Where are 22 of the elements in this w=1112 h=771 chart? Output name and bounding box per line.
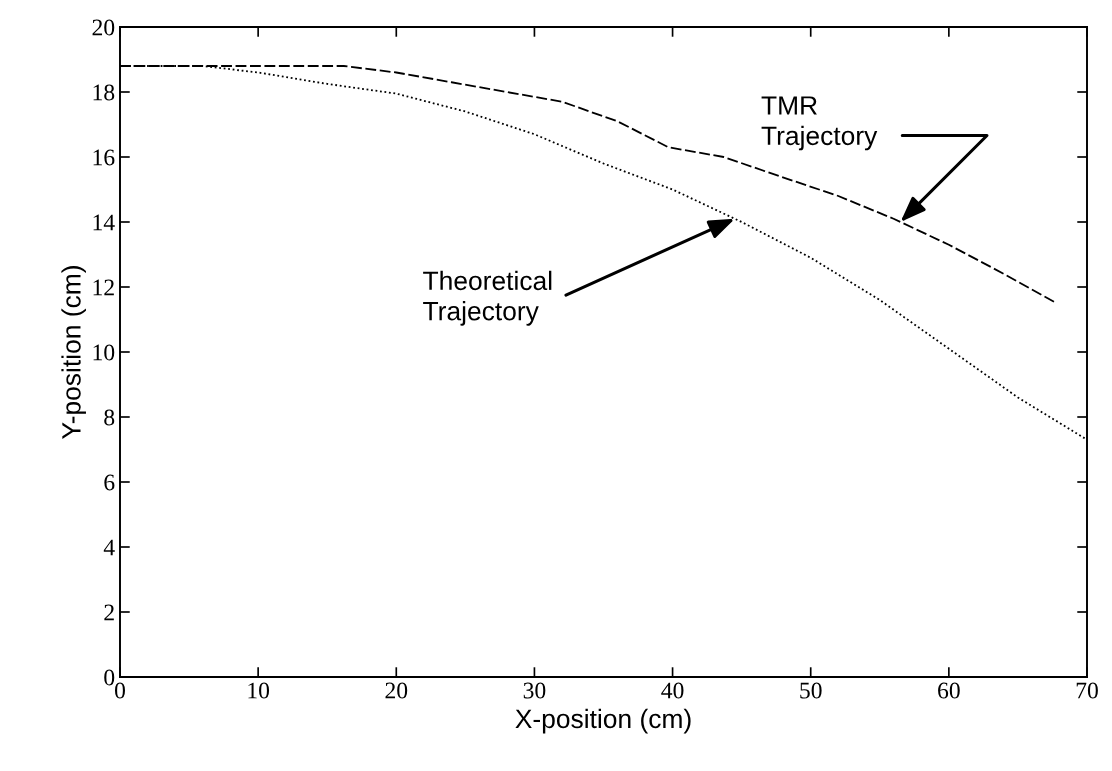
y-tick-label: 2 — [104, 604, 114, 621]
x-tick-label: 20 — [385, 682, 408, 699]
x-tick-label: 40 — [661, 682, 684, 699]
y-tick-label: 10 — [93, 344, 115, 361]
y-tick-label: 12 — [93, 279, 114, 296]
y-tick-label: 20 — [92, 19, 115, 36]
x-tick-label: 10 — [248, 682, 270, 699]
annotation: TMR Trajectory — [761, 96, 878, 151]
y-tick-label: 6 — [104, 474, 115, 491]
y-tick-label: 16 — [93, 149, 115, 166]
y-tick-label: 8 — [104, 409, 115, 426]
x-tick-label: 60 — [938, 682, 960, 699]
x-tick-label: 30 — [523, 682, 546, 699]
x-axis-title: X-position (cm) — [515, 708, 691, 734]
x-tick-label: 70 — [1076, 682, 1098, 699]
y-axis-title: Y-position (cm) — [61, 266, 86, 439]
y-tick-label: 0 — [104, 669, 115, 686]
x-tick-label: 50 — [800, 682, 822, 699]
y-tick-label: 18 — [93, 84, 115, 101]
y-tick-label: 14 — [93, 214, 115, 231]
y-tick-label: 4 — [103, 539, 115, 556]
annotation: Theoretical Trajectory — [423, 270, 552, 326]
